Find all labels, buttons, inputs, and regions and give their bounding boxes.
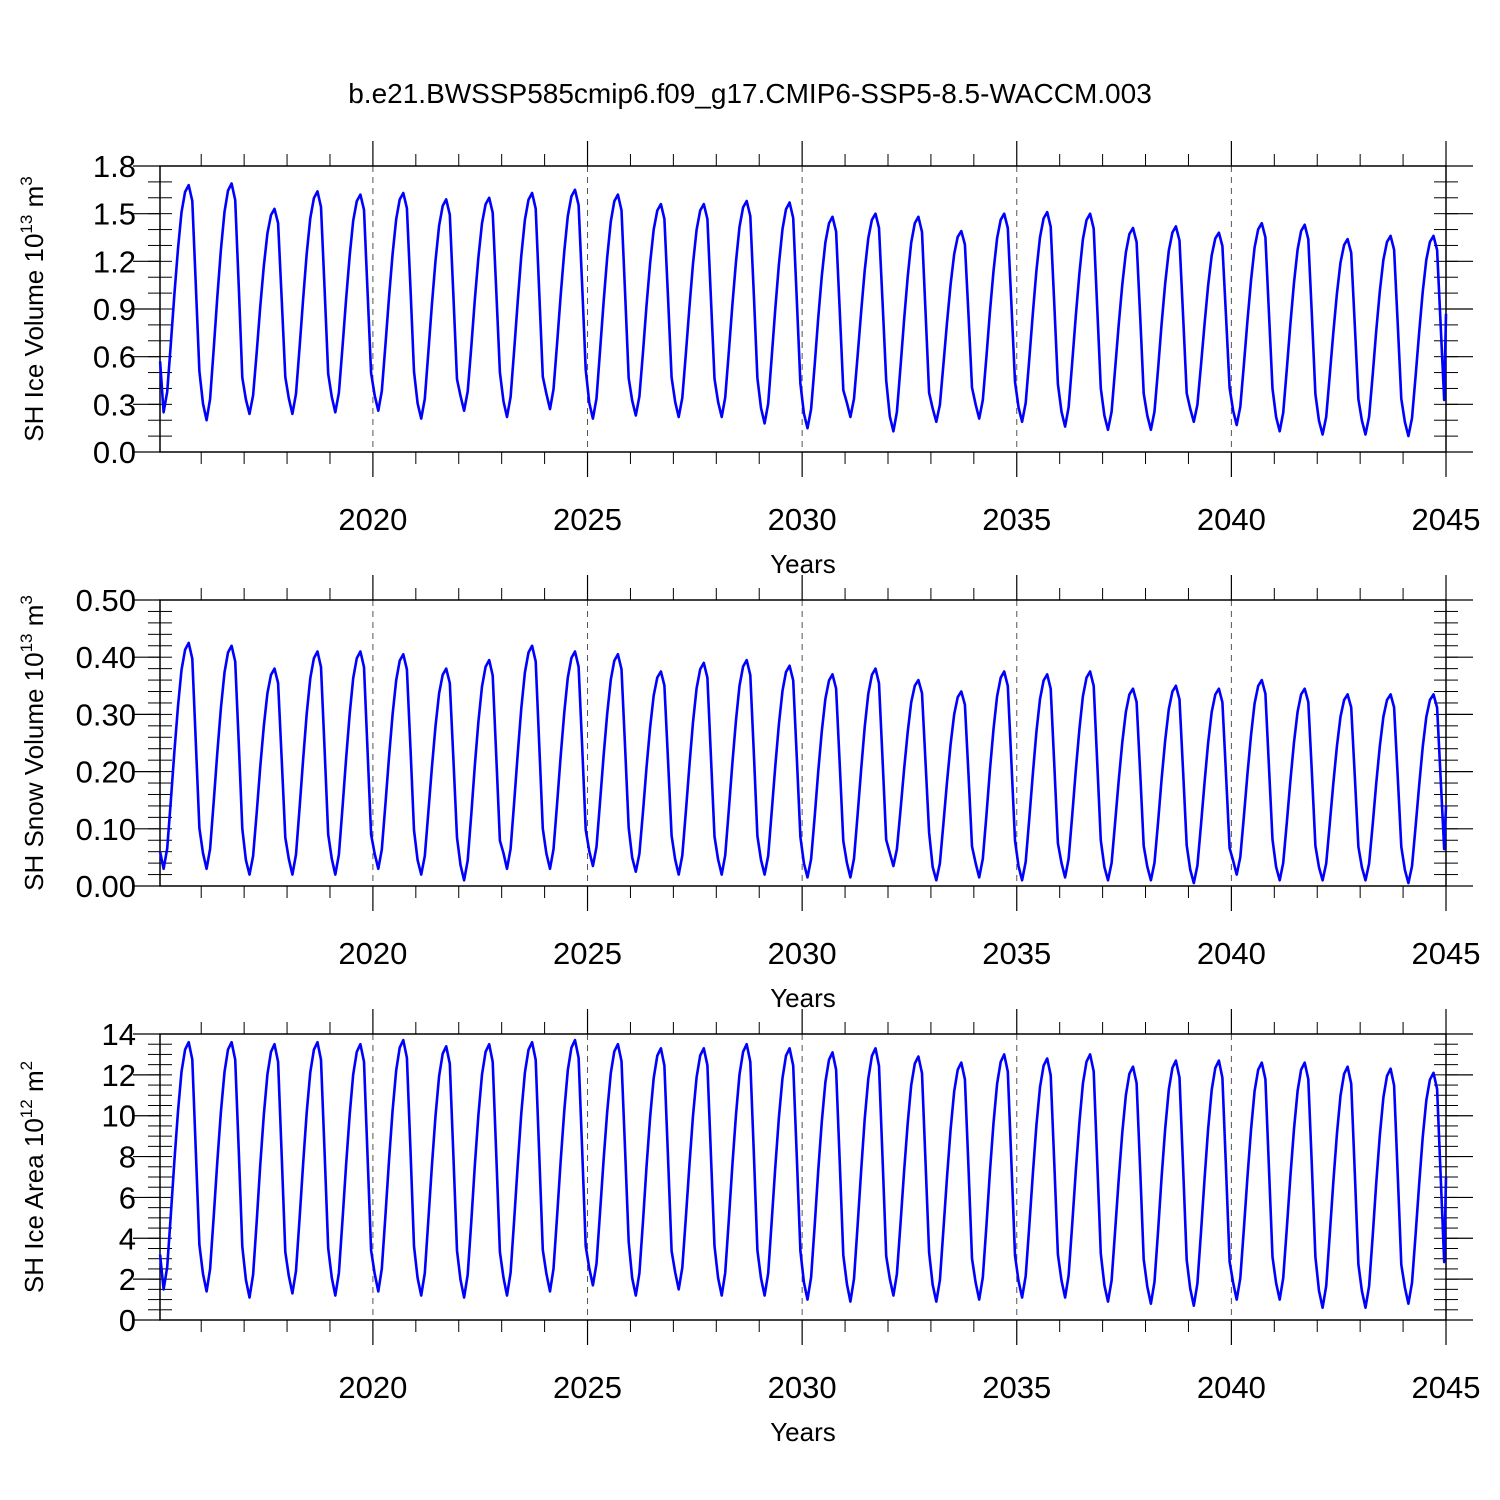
data-series-line (158, 641, 1448, 885)
x-tick-label: 2045 (1412, 1370, 1481, 1405)
x-tick-label: 2030 (768, 1370, 837, 1405)
x-tick-label: 2030 (768, 502, 837, 537)
y-tick-label: 0.3 (93, 387, 136, 422)
x-tick-label: 2030 (768, 936, 837, 971)
x-tick-label: 2020 (338, 1370, 407, 1405)
x-tick-label: 2020 (338, 502, 407, 537)
x-tick-label: 2025 (553, 502, 622, 537)
x-axis-label: Years (770, 1417, 836, 1447)
y-axis-label-unit-exponent: 3 (17, 595, 36, 604)
y-tick-label: 0.0 (93, 435, 136, 470)
y-tick-label: 0.00 (76, 869, 136, 904)
y-axis-label: SH Ice Volume 1013 m3 (17, 176, 49, 441)
panel-ice-volume: 0.0 0.3 0.6 0.9 1.2 1.5 1.8 2020 2025 2030 2035 204… (17, 141, 1480, 579)
y-tick-label: 6 (119, 1180, 136, 1215)
chart-title: b.e21.BWSSP585cmip6.f09_g17.CMIP6-SSP5-8… (348, 78, 1152, 109)
y-tick-label: 0.20 (76, 755, 136, 790)
x-tick-label: 2040 (1197, 1370, 1266, 1405)
x-axis-label: Years (770, 983, 836, 1013)
y-axis-label-unit: m (19, 605, 49, 634)
y-tick-label: 10 (102, 1099, 136, 1134)
y-tick-label: 2 (119, 1262, 136, 1297)
x-tick-label: 2040 (1197, 936, 1266, 971)
x-tick-label: 2020 (338, 936, 407, 971)
y-tick-label: 0.10 (76, 812, 136, 847)
y-tick-label: 0.30 (76, 697, 136, 732)
y-axis-label-text: SH Ice Area 10 (19, 1118, 49, 1293)
y-axis-label-exponent: 12 (17, 1099, 36, 1118)
y-tick-label: 8 (119, 1140, 136, 1175)
y-tick-label: 1.5 (93, 197, 136, 232)
y-tick-label: 0.40 (76, 640, 136, 675)
x-tick-label: 2045 (1412, 502, 1481, 537)
x-tick-label: 2035 (982, 936, 1051, 971)
x-tick-label: 2025 (553, 1370, 622, 1405)
y-axis-label-text: SH Ice Volume 10 (19, 234, 49, 442)
y-tick-label: 12 (102, 1058, 136, 1093)
y-axis-label-unit: m (19, 1070, 49, 1099)
y-axis-label-unit: m (19, 186, 49, 215)
y-tick-label: 0 (119, 1303, 136, 1338)
x-axis-label: Years (770, 549, 836, 579)
data-series-line (158, 1038, 1448, 1309)
y-axis-label-exponent: 13 (17, 633, 36, 652)
y-axis-label-unit-exponent: 3 (17, 176, 36, 185)
y-axis-label: SH Ice Area 1012 m2 (17, 1061, 49, 1293)
y-tick-label: 0.50 (76, 583, 136, 618)
y-axis-label-unit-exponent: 2 (17, 1061, 36, 1070)
data-series-line (158, 182, 1448, 438)
x-tick-label: 2040 (1197, 502, 1266, 537)
plot-frame (159, 165, 1447, 453)
y-tick-label: 4 (119, 1221, 136, 1256)
x-tick-label: 2025 (553, 936, 622, 971)
y-axis-label: SH Snow Volume 1013 m3 (17, 595, 49, 891)
y-tick-label: 1.2 (93, 244, 136, 279)
y-axis-label-text: SH Snow Volume 10 (19, 652, 49, 890)
y-tick-label: 0.9 (93, 292, 136, 327)
panel-snow-volume: 0.00 0.10 0.20 0.30 0.40 0.50 2020 2025 2030 2035… (17, 575, 1480, 1013)
plot-frame (159, 599, 1447, 887)
panel-ice-area: 0 2 4 6 8 10 12 14 2020 2025 2030 2035 2040 2045 Years… (17, 1009, 1480, 1447)
x-tick-label: 2035 (982, 1370, 1051, 1405)
y-tick-label: 1.8 (93, 149, 136, 184)
x-tick-label: 2045 (1412, 936, 1481, 971)
y-axis-label-exponent: 13 (17, 215, 36, 234)
x-tick-label: 2035 (982, 502, 1051, 537)
y-tick-label: 14 (102, 1017, 136, 1052)
y-tick-label: 0.6 (93, 340, 136, 375)
